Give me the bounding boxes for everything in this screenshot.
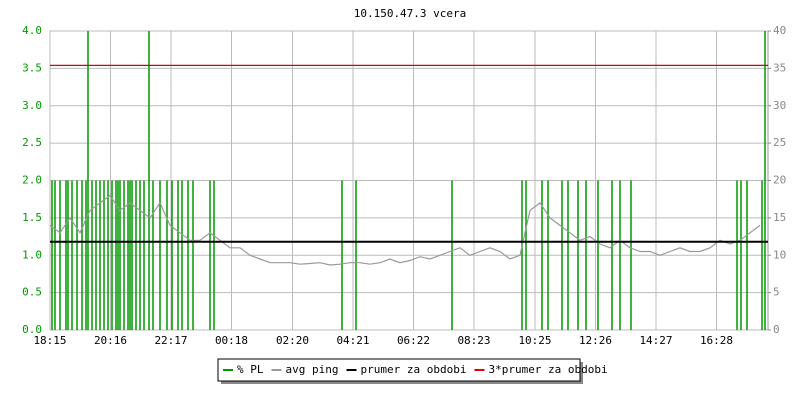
y2-tick-label: 0 (773, 323, 780, 336)
x-tick-label: 20:16 (94, 334, 127, 347)
y2-tick-label: 15 (773, 211, 786, 224)
y2-tick-label: 20 (773, 174, 786, 187)
x-tick-label: 16:28 (700, 334, 733, 347)
y2-tick-label: 5 (773, 286, 780, 299)
x-tick-label: 18:15 (33, 334, 66, 347)
legend-label: avg ping (286, 363, 339, 376)
y-tick-label: 2.0 (22, 174, 42, 187)
legend-label: 3*prumer za obdobi (488, 363, 607, 376)
legend-box (217, 358, 581, 382)
y2-tick-label: 35 (773, 61, 786, 74)
x-tick-label: 22:17 (154, 334, 187, 347)
y-tick-label: 1.5 (22, 211, 42, 224)
x-tick-label: 02:20 (276, 334, 309, 347)
x-tick-label: 08:23 (457, 334, 490, 347)
x-tick-label: 00:18 (215, 334, 248, 347)
chart-title: 10.150.47.3 vcera (354, 7, 467, 20)
y-tick-label: 2.5 (22, 136, 42, 149)
y2-tick-label: 40 (773, 24, 786, 37)
x-tick-label: 14:27 (639, 334, 672, 347)
legend-label: % PL (237, 363, 264, 376)
y-tick-label: 0.0 (22, 323, 42, 336)
y-tick-label: 4.0 (22, 24, 42, 37)
y2-tick-label: 30 (773, 99, 786, 112)
x-tick-label: 10:25 (518, 334, 551, 347)
x-tick-label: 04:21 (336, 334, 369, 347)
x-tick-label: 12:26 (579, 334, 612, 347)
ping-line (49, 194, 761, 266)
y-tick-label: 3.0 (22, 99, 42, 112)
x-tick-label: 06:22 (397, 334, 430, 347)
y-tick-label: 1.0 (22, 248, 42, 261)
legend-label: prumer za obdobi (360, 363, 466, 376)
y2-tick-label: 10 (773, 248, 786, 261)
y-tick-label: 0.5 (22, 286, 42, 299)
y-tick-label: 3.5 (22, 61, 42, 74)
y2-tick-label: 25 (773, 136, 786, 149)
